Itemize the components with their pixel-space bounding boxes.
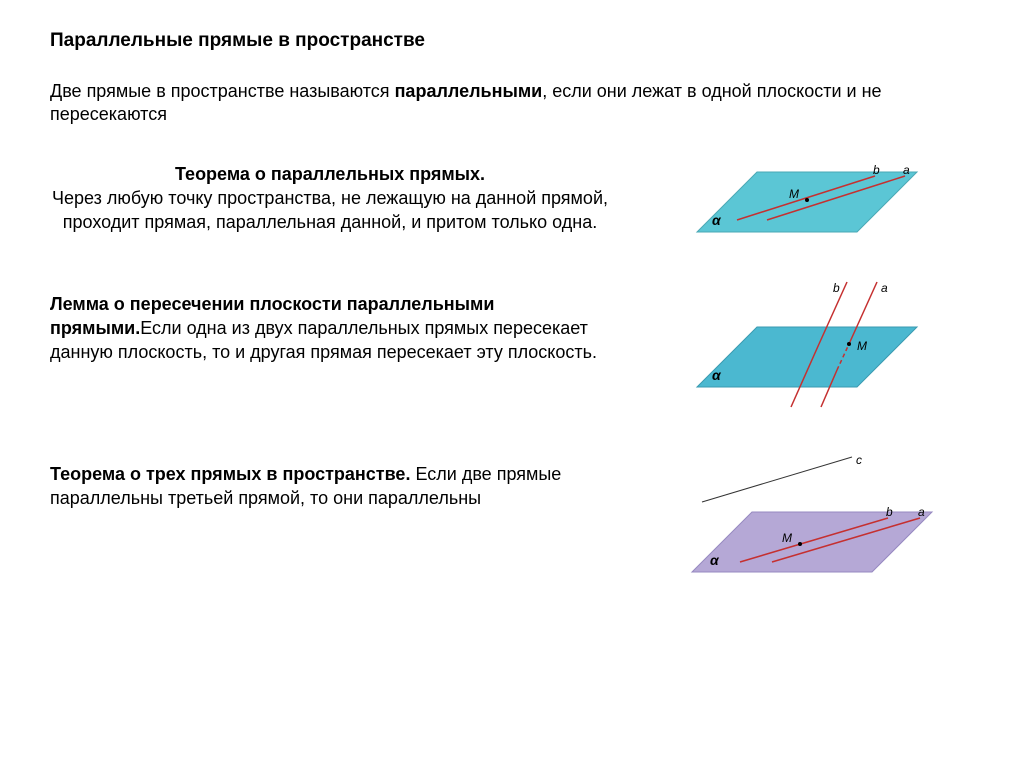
intro-text: Две прямые в пространстве называются пар… [50, 80, 974, 127]
section-lemma: Лемма о пересечении плоскости параллельн… [50, 292, 974, 422]
label-a-2: a [881, 281, 888, 295]
label-m-1: M [789, 187, 799, 201]
diagram-3: α M a b c [630, 462, 974, 592]
label-b-1: b [873, 163, 880, 177]
label-c-3: c [856, 453, 862, 467]
label-a-3: a [918, 505, 925, 519]
point-m-2 [847, 342, 851, 346]
section1-body: Через любую точку пространства, не лежащ… [52, 188, 608, 232]
label-b-2: b [833, 281, 840, 295]
label-a-1: a [903, 163, 910, 177]
section2-text: Лемма о пересечении плоскости параллельн… [50, 292, 610, 365]
section1-heading: Теорема о параллельных прямых. [175, 164, 485, 184]
label-m-2: M [857, 339, 867, 353]
intro-bold: параллельными [395, 81, 543, 101]
section-theorem-parallel: Теорема о параллельных прямых. Через люб… [50, 162, 974, 252]
intro-pre: Две прямые в пространстве называются [50, 81, 395, 101]
diagram-2: α M a b [630, 292, 974, 422]
label-alpha-2: α [712, 367, 722, 383]
page-title: Параллельные прямые в пространстве [50, 30, 974, 52]
plane-2 [697, 327, 917, 387]
section3-heading: Теорема о трех прямых в пространстве. [50, 464, 415, 484]
point-m-1 [805, 198, 809, 202]
section-theorem-three: Теорема о трех прямых в пространстве. Ес… [50, 462, 974, 592]
label-m-3: M [782, 531, 792, 545]
diagram-1: α M a b [630, 162, 974, 252]
label-b-3: b [886, 505, 893, 519]
label-alpha-1: α [712, 212, 722, 228]
point-m-3 [798, 542, 802, 546]
label-alpha-3: α [710, 552, 720, 568]
plane-3 [692, 512, 932, 572]
section1-text: Теорема о параллельных прямых. Через люб… [50, 162, 610, 235]
section3-text: Теорема о трех прямых в пространстве. Ес… [50, 462, 610, 511]
line-c-3 [702, 457, 852, 502]
